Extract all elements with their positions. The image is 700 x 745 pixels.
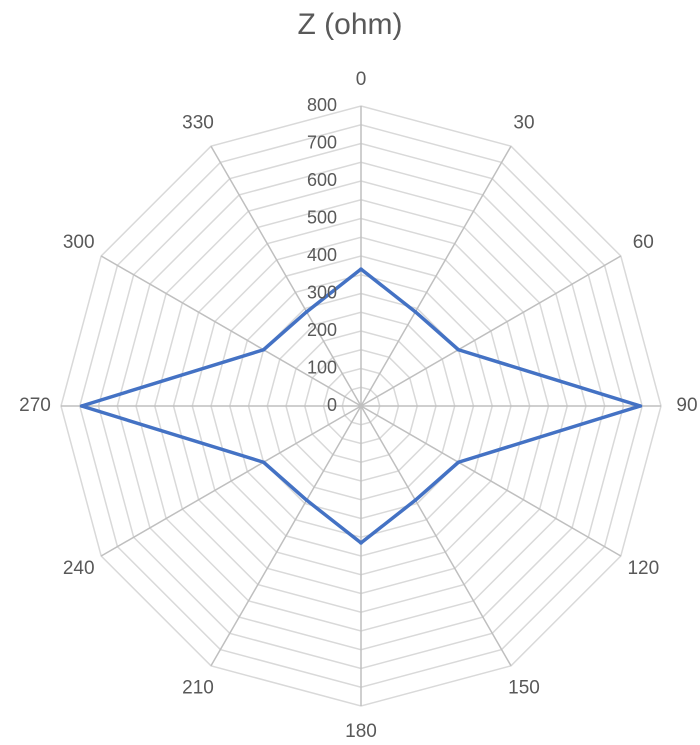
category-label: 150 xyxy=(508,677,540,698)
data-point xyxy=(261,460,266,465)
axis-spoke xyxy=(100,405,362,557)
category-label: 300 xyxy=(63,232,95,253)
value-tick-label: 400 xyxy=(307,245,337,265)
category-label: 270 xyxy=(19,395,51,416)
category-label: 180 xyxy=(345,721,377,742)
value-tick-label: 200 xyxy=(307,320,337,340)
data-point xyxy=(456,460,461,465)
value-tick-label: 600 xyxy=(307,170,337,190)
value-tick-label: 300 xyxy=(307,282,337,302)
category-label: 0 xyxy=(356,69,367,90)
label-layer: 0 30 60 90 120 150 180 210 240 270 300 330 0 100 200 30… xyxy=(19,69,697,742)
data-point xyxy=(359,541,363,545)
value-tick-label: 500 xyxy=(307,207,337,227)
data-point xyxy=(304,310,309,314)
axis-spoke xyxy=(100,255,362,407)
data-point xyxy=(79,404,84,408)
value-tick-label: 800 xyxy=(307,95,337,115)
category-label: 210 xyxy=(182,677,214,698)
value-tick-label: 0 xyxy=(327,395,337,415)
category-label: 330 xyxy=(182,113,214,134)
axis-spoke xyxy=(360,405,512,667)
data-point xyxy=(413,498,418,502)
data-point xyxy=(261,347,266,352)
axis-spoke xyxy=(360,405,622,557)
series-layer xyxy=(79,267,643,545)
chart-title: Z (ohm) xyxy=(297,8,403,41)
data-point xyxy=(304,498,309,502)
value-tick-label: 700 xyxy=(307,132,337,152)
category-label: 30 xyxy=(513,113,534,134)
data-point xyxy=(359,267,363,271)
axis-spoke xyxy=(210,145,362,407)
axis-spoke xyxy=(360,255,622,407)
data-point xyxy=(413,310,418,314)
data-point xyxy=(456,347,461,352)
data-point xyxy=(638,404,643,408)
value-tick-label: 100 xyxy=(307,357,337,377)
category-label: 90 xyxy=(676,395,697,416)
grid-layer xyxy=(60,105,662,707)
category-label: 120 xyxy=(627,558,659,579)
axis-spoke xyxy=(360,145,512,407)
category-label: 60 xyxy=(633,232,654,253)
axis-spoke xyxy=(210,405,362,667)
category-label: 240 xyxy=(63,558,95,579)
